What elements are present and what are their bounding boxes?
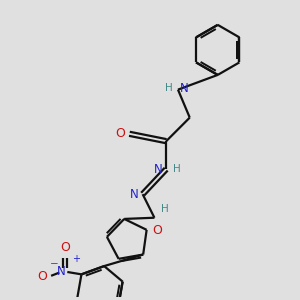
Text: H: H: [173, 164, 180, 174]
Text: H: H: [161, 204, 169, 214]
Text: N: N: [154, 163, 163, 176]
Text: O: O: [60, 241, 70, 254]
Text: O: O: [115, 127, 125, 140]
Text: N: N: [130, 188, 139, 201]
Text: H: H: [165, 83, 173, 93]
Text: +: +: [72, 254, 80, 264]
Text: O: O: [152, 224, 162, 237]
Text: N: N: [56, 265, 65, 278]
Text: −: −: [50, 259, 59, 269]
Text: N: N: [179, 82, 188, 95]
Text: O: O: [37, 270, 47, 283]
